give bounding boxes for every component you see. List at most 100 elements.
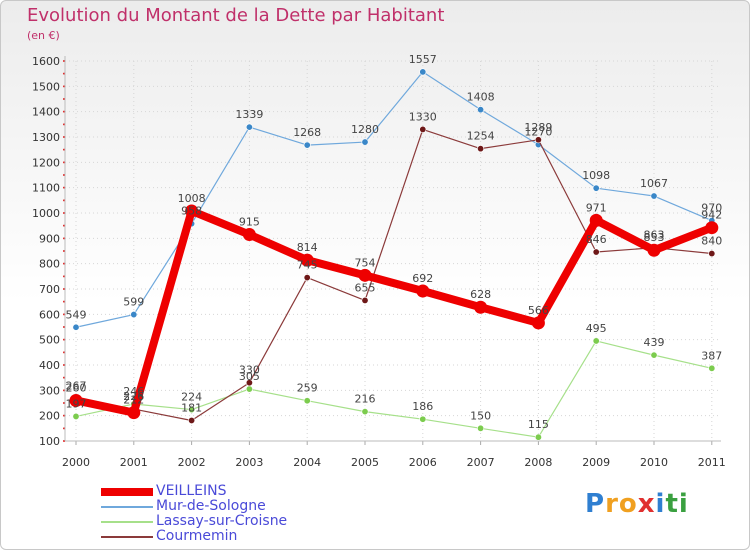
- data-labels: 549 599 958 1339 1268 1280 1557 1408 1270 1098 106…: [66, 53, 723, 431]
- data-label: 1557: [409, 53, 437, 66]
- data-label: 846: [586, 233, 607, 246]
- axes: 100 200 300 400 500 600 700 800 900 1000 1100 1200 1…: [32, 55, 726, 469]
- data-point: [130, 311, 138, 319]
- data-point: [474, 300, 488, 314]
- data-label: 863: [644, 229, 665, 242]
- proxiti-logo: Proxiti: [585, 489, 689, 519]
- data-label: 745: [297, 259, 318, 272]
- data-label: 655: [355, 281, 376, 294]
- data-label: 1268: [293, 126, 321, 139]
- data-label: 212: [123, 394, 144, 407]
- data-label: 246: [123, 385, 144, 398]
- y-tick-label: 300: [39, 384, 60, 397]
- data-label: 1067: [640, 177, 668, 190]
- logo-letter: i: [678, 489, 689, 519]
- data-point: [708, 250, 716, 258]
- x-tick-label: 2011: [698, 456, 726, 469]
- data-point: [650, 351, 658, 359]
- data-point: [245, 379, 253, 387]
- y-tick-label: 1600: [32, 55, 60, 68]
- data-point: [361, 138, 369, 146]
- data-point: [589, 213, 603, 227]
- y-tick-label: 100: [39, 435, 60, 448]
- data-label: 970: [701, 202, 722, 215]
- chart-title: Evolution du Montant de la Dette par Hab…: [27, 5, 445, 26]
- data-label: 216: [355, 393, 376, 406]
- data-point: [300, 253, 314, 267]
- data-label: 226: [123, 390, 144, 403]
- data-label: 1098: [582, 169, 610, 182]
- y-tick-label: 1000: [32, 207, 60, 220]
- data-label: 150: [470, 409, 491, 422]
- data-point: [705, 221, 719, 235]
- x-tick-label: 2005: [351, 456, 379, 469]
- data-label: 197: [66, 397, 87, 410]
- y-tick-label: 1400: [32, 106, 60, 119]
- logo-letter: o: [618, 489, 638, 519]
- data-label: 1280: [351, 123, 379, 136]
- data-label: 915: [239, 216, 260, 229]
- x-tick-label: 2002: [178, 456, 206, 469]
- series-line-veilleins: [75, 206, 714, 417]
- data-label: 1330: [409, 110, 437, 123]
- data-point: [69, 393, 83, 407]
- data-point: [419, 415, 427, 423]
- x-tick-label: 2006: [409, 456, 437, 469]
- data-point: [416, 284, 430, 298]
- data-point: [708, 364, 716, 372]
- data-point: [361, 296, 369, 304]
- x-tick-label: 2004: [293, 456, 321, 469]
- data-point: [245, 123, 253, 131]
- data-point: [531, 316, 545, 330]
- data-label: 814: [297, 241, 318, 254]
- y-tick-label: 500: [39, 334, 60, 347]
- x-tick-label: 2003: [235, 456, 263, 469]
- x-tick-label: 2010: [640, 456, 668, 469]
- data-label: 305: [239, 370, 260, 383]
- data-point: [477, 145, 485, 153]
- data-label: 224: [181, 391, 202, 404]
- data-label: 958: [181, 205, 202, 218]
- data-label: 549: [66, 308, 87, 321]
- legend-label: Courmemin: [156, 528, 238, 544]
- data-label: 267: [66, 380, 87, 393]
- y-tick-label: 1100: [32, 182, 60, 195]
- y-tick-label: 1200: [32, 156, 60, 169]
- logo-letter: t: [665, 489, 679, 519]
- logo-letter: i: [655, 489, 666, 519]
- data-point: [419, 68, 427, 76]
- data-label: 692: [412, 272, 433, 285]
- data-label: 853: [644, 231, 665, 244]
- y-tick-label: 400: [39, 359, 60, 372]
- chart-subtitle: (en €): [27, 29, 60, 42]
- legend-swatch: [101, 506, 153, 508]
- legend-swatch: [101, 488, 153, 496]
- legend-label: Lassay-sur-Croisne: [156, 513, 288, 529]
- data-point: [303, 141, 311, 149]
- data-point: [361, 408, 369, 416]
- data-label: 599: [123, 296, 144, 309]
- logo-letter: P: [585, 489, 606, 519]
- data-label: 181: [181, 401, 202, 414]
- data-label: 1008: [178, 192, 206, 205]
- data-label: 259: [297, 382, 318, 395]
- y-tick-label: 900: [39, 232, 60, 245]
- data-point: [72, 323, 80, 331]
- data-label: 115: [528, 418, 549, 431]
- logo-letter: x: [637, 489, 656, 519]
- data-label: 1270: [524, 126, 552, 139]
- data-point: [127, 406, 141, 420]
- x-tick-label: 2007: [467, 456, 495, 469]
- data-label: 260: [66, 381, 87, 394]
- data-label: 1254: [467, 130, 495, 143]
- series-line-lassay-sur-croisne: [75, 340, 712, 438]
- data-point: [242, 228, 256, 242]
- x-tick-label: 2009: [582, 456, 610, 469]
- data-point: [592, 184, 600, 192]
- data-label: 387: [701, 349, 722, 362]
- legend-swatch: [101, 536, 153, 538]
- data-label: 942: [701, 209, 722, 222]
- data-point: [592, 337, 600, 345]
- data-point: [534, 136, 542, 144]
